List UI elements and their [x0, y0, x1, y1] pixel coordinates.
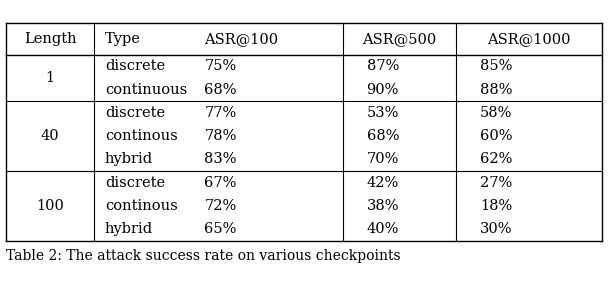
Text: 77%: 77% [204, 106, 237, 120]
Text: continuous: continuous [105, 83, 187, 96]
Text: 68%: 68% [367, 129, 399, 143]
Text: 87%: 87% [367, 59, 399, 73]
Text: 85%: 85% [480, 59, 512, 73]
Text: 38%: 38% [367, 199, 399, 213]
Text: 60%: 60% [480, 129, 513, 143]
Text: 53%: 53% [367, 106, 399, 120]
Text: discrete: discrete [105, 176, 165, 190]
Text: 40%: 40% [367, 222, 399, 236]
Text: 68%: 68% [204, 83, 237, 96]
Text: 27%: 27% [480, 176, 512, 190]
Text: ASR@100: ASR@100 [204, 32, 278, 46]
Text: 18%: 18% [480, 199, 512, 213]
Text: continous: continous [105, 129, 178, 143]
Text: 83%: 83% [204, 152, 237, 166]
Text: hybrid: hybrid [105, 222, 153, 236]
Text: Type: Type [105, 32, 141, 46]
Text: 1: 1 [46, 71, 55, 85]
Text: continous: continous [105, 199, 178, 213]
Text: 88%: 88% [480, 83, 513, 96]
Text: Length: Length [24, 32, 77, 46]
Text: 42%: 42% [367, 176, 399, 190]
Text: Table 2: The attack success rate on various checkpoints: Table 2: The attack success rate on vari… [6, 249, 401, 263]
Text: ASR@500: ASR@500 [362, 32, 437, 46]
Text: 78%: 78% [204, 129, 237, 143]
Text: discrete: discrete [105, 59, 165, 73]
Text: 30%: 30% [480, 222, 513, 236]
Text: 75%: 75% [204, 59, 237, 73]
Text: 40: 40 [41, 129, 60, 143]
Text: 70%: 70% [367, 152, 399, 166]
Text: 72%: 72% [204, 199, 237, 213]
Text: ASR@1000: ASR@1000 [487, 32, 571, 46]
Text: 67%: 67% [204, 176, 237, 190]
Text: 65%: 65% [204, 222, 237, 236]
Text: 100: 100 [36, 199, 64, 213]
Text: discrete: discrete [105, 106, 165, 120]
Text: 90%: 90% [367, 83, 399, 96]
Text: hybrid: hybrid [105, 152, 153, 166]
Text: 62%: 62% [480, 152, 512, 166]
Text: 58%: 58% [480, 106, 512, 120]
